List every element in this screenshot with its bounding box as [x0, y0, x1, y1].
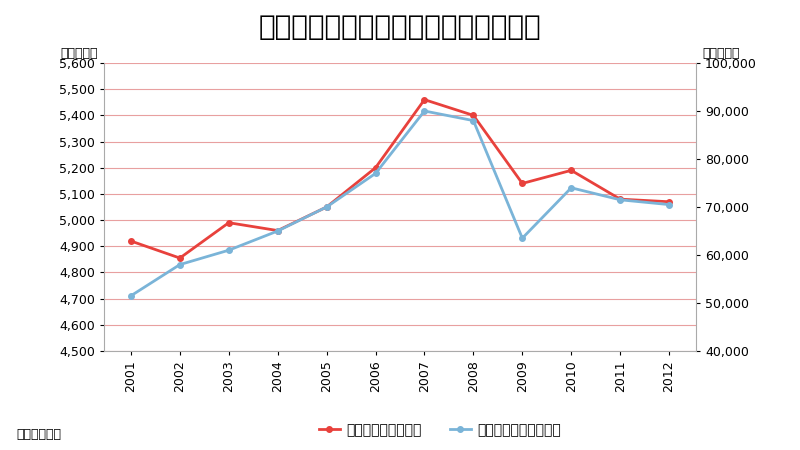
Text: （十億円）: （十億円）	[702, 47, 739, 60]
Legend: 市内総生産（左軸）, 日本の輸出額（右軸）: 市内総生産（左軸）, 日本の輸出額（右軸）	[314, 418, 566, 443]
Text: 典拠：内閣府: 典拠：内閣府	[16, 428, 61, 441]
Text: 市内総生産と日本の輸出額との相関性: 市内総生産と日本の輸出額との相関性	[258, 14, 542, 41]
Text: （十億円）: （十億円）	[61, 47, 98, 60]
